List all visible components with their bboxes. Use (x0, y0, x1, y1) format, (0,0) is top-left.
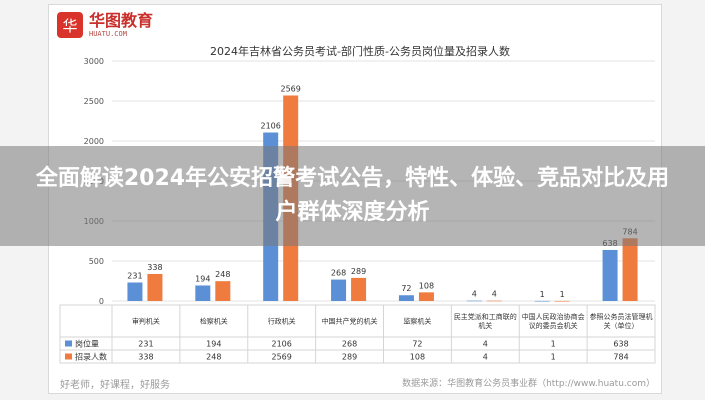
legend-swatch (65, 340, 72, 347)
bar (622, 238, 638, 301)
table-cell: 72 (412, 340, 422, 349)
table-cell: 248 (206, 353, 221, 362)
table-cell: 268 (342, 340, 357, 349)
headline-text: 全面解读2024年公安招警考试公告，特性、体验、竞品对比及用户群体深度分析 (35, 166, 670, 225)
bar (147, 273, 163, 301)
bar (351, 277, 367, 301)
x-tick-label: 参照公务员法管理机关（单位） (590, 312, 653, 330)
data-label: 4 (472, 290, 477, 299)
data-label: 2569 (281, 84, 301, 93)
table-cell: 108 (410, 353, 425, 362)
legend-label: 岗位量 (75, 339, 99, 349)
bar (127, 282, 143, 301)
headline-banner: 全面解读2024年公安招警考试公告，特性、体验、竞品对比及用户群体深度分析 (0, 146, 705, 246)
logo-name: 华图教育 (89, 10, 154, 30)
table-cell: 338 (138, 353, 153, 362)
data-label: 194 (195, 274, 210, 283)
y-tick-label: 3000 (84, 57, 104, 66)
data-label: 248 (215, 270, 230, 279)
bar (398, 295, 414, 301)
bar (195, 285, 211, 301)
data-label: 4 (492, 290, 497, 299)
y-tick-label: 500 (89, 257, 104, 266)
table-cell: 289 (342, 353, 357, 362)
table-cell: 2106 (272, 340, 292, 349)
table-cell: 4 (483, 353, 488, 362)
data-label: 289 (351, 267, 366, 276)
data-label: 2106 (261, 122, 281, 131)
logo-mark-icon: 华 (57, 12, 83, 38)
y-tick-label: 2500 (84, 97, 104, 106)
brand-logo: 华 华图教育 HUATU.COM (57, 12, 153, 38)
y-tick-label: 0 (99, 297, 104, 306)
table-cell: 2569 (272, 353, 292, 362)
x-tick-label: 监察机关 (403, 317, 431, 326)
x-tick-label: 中国人民政治协商会议的委员会机关 (522, 312, 585, 330)
bar (486, 300, 502, 302)
data-label: 72 (401, 284, 411, 293)
y-tick-label: 2000 (84, 137, 104, 146)
table-cell: 4 (483, 340, 488, 349)
footer-source: 数据来源：华图教育公务员事业群（http://www.huatu.com） (402, 379, 655, 389)
bar (534, 300, 550, 302)
x-tick-label: 审判机关 (132, 317, 160, 326)
bar (418, 292, 434, 301)
data-label: 231 (127, 272, 142, 281)
legend-swatch (65, 353, 72, 360)
logo-site: HUATU.COM (89, 29, 127, 38)
bar (466, 300, 482, 302)
table-cell: 784 (613, 353, 628, 362)
table-cell: 638 (613, 340, 628, 349)
legend-label: 招录人数 (75, 352, 107, 362)
table-cell: 1 (551, 340, 556, 349)
data-label: 268 (331, 269, 346, 278)
bar (331, 279, 347, 301)
bar (554, 300, 570, 302)
bar (215, 281, 231, 301)
chart-title: 2024年吉林省公务员考试-部门性质-公务员岗位量及招录人数 (210, 44, 510, 58)
table-cell: 194 (206, 340, 221, 349)
x-tick-label: 检察机关 (200, 317, 228, 326)
footer-slogan: 好老师，好课程，好服务 (60, 380, 170, 391)
x-tick-label: 中国共产党的机关 (322, 317, 378, 326)
data-label: 1 (540, 290, 545, 299)
x-tick-label: 行政机关 (268, 317, 296, 326)
data-label: 338 (147, 263, 162, 272)
bar (602, 249, 618, 301)
table-cell: 231 (138, 340, 153, 349)
x-tick-label: 民主党派和工商联的机关 (454, 312, 517, 330)
table-cell: 1 (551, 353, 556, 362)
data-label: 1 (560, 290, 565, 299)
data-label: 108 (419, 281, 434, 290)
